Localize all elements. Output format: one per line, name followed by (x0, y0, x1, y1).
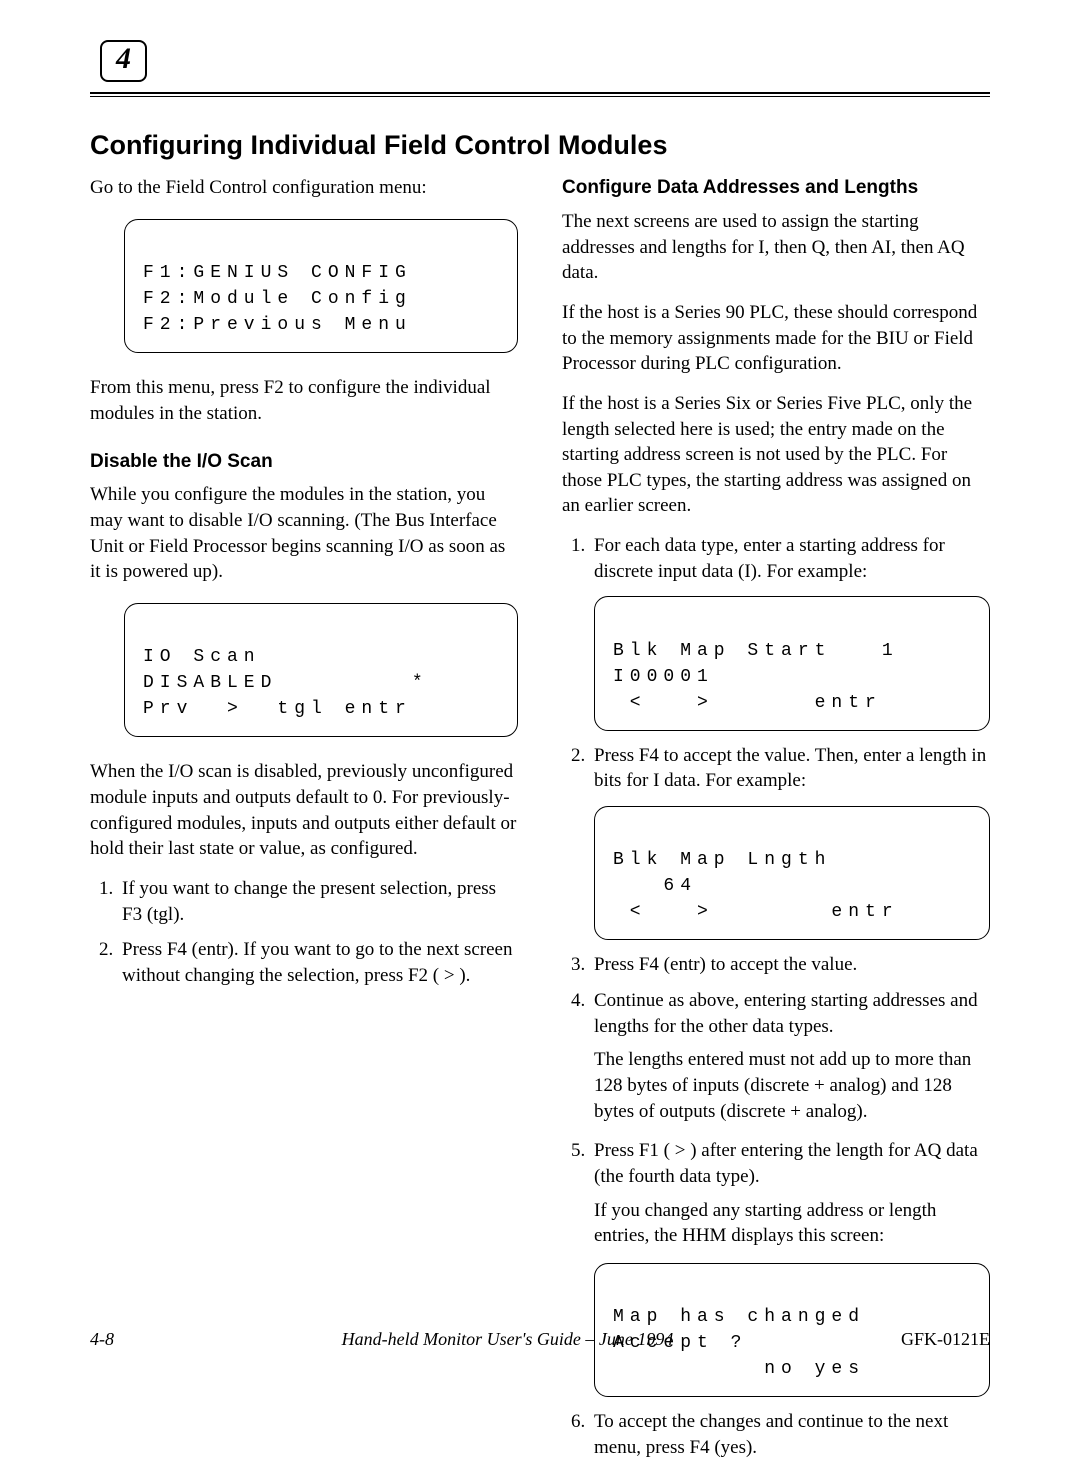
screen-line: F2:Previous Menu (143, 312, 499, 338)
list-item: For each data type, enter a starting add… (590, 533, 990, 731)
screen-line: DISABLED * (143, 670, 499, 696)
footer-doc-id: GFK-0121E (901, 1327, 990, 1351)
header-rule-thin (90, 96, 990, 97)
screen-menu: F1:GENIUS CONFIGF2:Module ConfigF2:Previ… (124, 219, 518, 353)
list-item: Continue as above, entering starting add… (590, 988, 990, 1124)
two-column-layout: Go to the Field Control configuration me… (90, 175, 990, 1474)
screen-line: I00001 (613, 664, 971, 690)
right-numbered-list: For each data type, enter a starting add… (562, 533, 990, 1460)
screen-io-scan: IO ScanDISABLED *Prv > tgl entr (124, 603, 518, 737)
footer-page-num: 4-8 (90, 1327, 114, 1351)
left-p2: While you configure the modules in the s… (90, 482, 518, 585)
list-item: To accept the changes and continue to th… (590, 1409, 990, 1460)
list-item: Press F4 to accept the value. Then, ente… (590, 743, 990, 941)
list-item: Press F4 (entr) to accept the value. (590, 952, 990, 978)
list-item: Press F1 ( > ) after entering the length… (590, 1138, 990, 1397)
list-subtext: If you changed any starting address or l… (594, 1198, 990, 1249)
list-text: Press F4 to accept the value. Then, ente… (594, 745, 986, 792)
right-p3: If the host is a Series Six or Series Fi… (562, 391, 990, 519)
list-subtext: The lengths entered must not add up to m… (594, 1047, 990, 1124)
page-title: Configuring Individual Field Control Mod… (90, 127, 990, 163)
list-item: If you want to change the present select… (118, 876, 518, 927)
left-p3: When the I/O scan is disabled, previousl… (90, 759, 518, 862)
subhead-disable-io: Disable the I/O Scan (90, 449, 518, 475)
left-after-screen1: From this menu, press F2 to configure th… (90, 375, 518, 426)
screen-blk-map-start: Blk Map Start 1I00001 < > entr (594, 596, 990, 730)
screen-line: F1:GENIUS CONFIG (143, 260, 499, 286)
footer-center: Hand-held Monitor User's Guide – June 19… (114, 1327, 901, 1351)
page: 4 Configuring Individual Field Control M… (0, 0, 1080, 1397)
screen-line: no yes (613, 1356, 971, 1382)
right-column: Configure Data Addresses and Lengths The… (562, 175, 990, 1474)
left-intro: Go to the Field Control configuration me… (90, 175, 518, 201)
page-footer: 4-8 Hand-held Monitor User's Guide – Jun… (90, 1327, 990, 1351)
screen-line: 64 (613, 873, 971, 899)
screen-line: < > entr (613, 899, 971, 925)
right-p1: The next screens are used to assign the … (562, 209, 990, 286)
chapter-number-badge: 4 (100, 40, 147, 82)
list-text: Press F1 ( > ) after entering the length… (594, 1140, 978, 1187)
subhead-configure-data: Configure Data Addresses and Lengths (562, 175, 990, 201)
screen-line: Prv > tgl entr (143, 696, 499, 722)
list-text: Continue as above, entering starting add… (594, 990, 978, 1037)
screen-line: Blk Map Start 1 (613, 638, 971, 664)
screen-line: Blk Map Lngth (613, 847, 971, 873)
list-item: Press F4 (entr). If you want to go to th… (118, 937, 518, 988)
screen-line: F2:Module Config (143, 286, 499, 312)
header-rule-thick (90, 92, 990, 94)
right-p2: If the host is a Series 90 PLC, these sh… (562, 300, 990, 377)
left-column: Go to the Field Control configuration me… (90, 175, 518, 1474)
left-numbered-list: If you want to change the present select… (90, 876, 518, 989)
list-text: For each data type, enter a starting add… (594, 535, 945, 582)
screen-line: IO Scan (143, 644, 499, 670)
chapter-header: 4 (90, 40, 990, 82)
screen-line: < > entr (613, 690, 971, 716)
screen-blk-map-length: Blk Map Lngth 64 < > entr (594, 806, 990, 940)
